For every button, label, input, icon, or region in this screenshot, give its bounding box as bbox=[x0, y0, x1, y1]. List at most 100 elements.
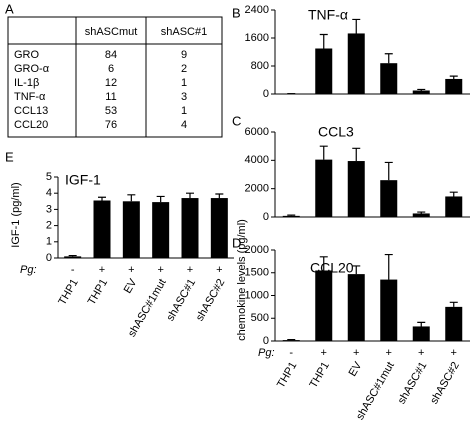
error-bar bbox=[319, 145, 328, 160]
table-cell: 6 bbox=[108, 63, 114, 75]
error-bar bbox=[127, 194, 136, 202]
y-tick-label: 2400 bbox=[245, 4, 269, 16]
y-tick-label: 2 bbox=[46, 220, 52, 232]
treatment-value: + bbox=[321, 347, 327, 359]
y-tick-label: 4 bbox=[46, 187, 52, 199]
treatment-value: + bbox=[99, 264, 105, 276]
table-cell: 53 bbox=[105, 105, 117, 117]
table-cell: CCL20 bbox=[14, 119, 48, 131]
bar bbox=[445, 78, 463, 94]
y-tick-label: 800 bbox=[251, 60, 269, 72]
table-cell: 4 bbox=[181, 119, 187, 131]
error-bar bbox=[417, 88, 426, 91]
error-bar bbox=[319, 33, 328, 49]
y-tick-label: 1 bbox=[46, 236, 52, 248]
table-cell: IL-1β bbox=[14, 77, 39, 89]
bar bbox=[210, 198, 228, 258]
table-cell: 3 bbox=[181, 91, 187, 103]
bar bbox=[347, 33, 365, 94]
panel-letter: D bbox=[232, 235, 241, 250]
bar bbox=[347, 274, 365, 341]
treatment-value: + bbox=[386, 347, 392, 359]
panel-letter: B bbox=[232, 5, 241, 20]
error-bar bbox=[417, 321, 426, 327]
error-bar bbox=[417, 211, 426, 214]
error-bar bbox=[68, 254, 77, 257]
treatment-label: Pg: bbox=[258, 347, 275, 359]
bar bbox=[380, 180, 398, 217]
treatment-value: + bbox=[157, 264, 163, 276]
y-axis-label: IGF-1 (pg/ml) bbox=[10, 182, 22, 247]
bar bbox=[181, 198, 199, 258]
x-tick-label: shASC#2 bbox=[194, 277, 228, 323]
chart-title: IGF-1 bbox=[65, 172, 101, 188]
table-cell: GRO-α bbox=[14, 63, 50, 75]
error-bar bbox=[384, 161, 393, 181]
treatment-value: + bbox=[128, 264, 134, 276]
error-bar bbox=[98, 196, 106, 201]
treatment-value: - bbox=[71, 264, 75, 276]
table-cell: 9 bbox=[181, 49, 187, 61]
x-tick-label: EV bbox=[347, 359, 365, 378]
bar bbox=[412, 326, 430, 341]
bar bbox=[380, 63, 398, 94]
x-tick-label: THP1 bbox=[56, 277, 80, 307]
y-tick-label: 0 bbox=[263, 211, 269, 223]
error-bar bbox=[449, 301, 458, 307]
bar bbox=[282, 215, 300, 217]
error-bar bbox=[156, 195, 165, 203]
y-tick-label: 1000 bbox=[245, 289, 269, 301]
bar bbox=[64, 256, 82, 258]
treatment-value: + bbox=[418, 347, 424, 359]
x-tick-label: shASC#1 bbox=[396, 360, 430, 406]
bar bbox=[122, 201, 140, 258]
bar bbox=[347, 161, 365, 217]
x-tick-label: shASC#2 bbox=[428, 360, 462, 406]
bar bbox=[282, 340, 300, 341]
bar bbox=[315, 48, 333, 94]
y-tick-label: 3 bbox=[46, 203, 52, 215]
error-bar bbox=[215, 193, 224, 199]
error-bar bbox=[352, 265, 361, 275]
chart-title: TNF-α bbox=[308, 7, 348, 23]
treatment-value: - bbox=[289, 347, 293, 359]
y-tick-label: 1600 bbox=[245, 32, 269, 44]
x-tick-label: EV bbox=[122, 276, 140, 295]
y-tick-label: 2000 bbox=[245, 244, 269, 256]
table-cell: TNF-α bbox=[14, 91, 46, 103]
error-bar bbox=[186, 192, 194, 199]
error-bar bbox=[449, 191, 458, 197]
panel-letter: C bbox=[232, 113, 241, 128]
x-tick-label: THP1 bbox=[86, 277, 110, 307]
treatment-value: + bbox=[187, 264, 193, 276]
table-cell: 11 bbox=[105, 91, 116, 103]
y-tick-label: 0 bbox=[263, 335, 269, 347]
table-cell: GRO bbox=[14, 49, 40, 61]
table-header: shASC#1 bbox=[161, 26, 207, 38]
bar bbox=[412, 90, 430, 94]
bar bbox=[315, 159, 333, 217]
y-tick-label: 1500 bbox=[245, 267, 269, 279]
panel-letter: A bbox=[5, 1, 14, 16]
treatment-value: + bbox=[216, 264, 222, 276]
bar bbox=[380, 279, 398, 341]
x-tick-label: THP1 bbox=[307, 360, 331, 390]
y-tick-label: 2000 bbox=[245, 183, 269, 195]
y-axis-label: chemokine levels (pg/ml) bbox=[236, 219, 248, 341]
y-tick-label: 4000 bbox=[245, 154, 269, 166]
y-tick-label: 0 bbox=[263, 88, 269, 100]
error-bar bbox=[352, 147, 361, 162]
bar bbox=[93, 200, 111, 258]
error-bar bbox=[449, 75, 458, 79]
error-bar bbox=[287, 214, 296, 216]
table-header: shASCmut bbox=[85, 26, 138, 38]
treatment-label: Pg: bbox=[20, 264, 37, 276]
error-bar bbox=[384, 53, 393, 64]
error-bar bbox=[384, 253, 393, 280]
treatment-value: + bbox=[451, 347, 457, 359]
bar bbox=[412, 213, 430, 217]
table-cell: 84 bbox=[105, 49, 117, 61]
panel-letter: E bbox=[5, 149, 14, 164]
bar bbox=[315, 270, 333, 341]
